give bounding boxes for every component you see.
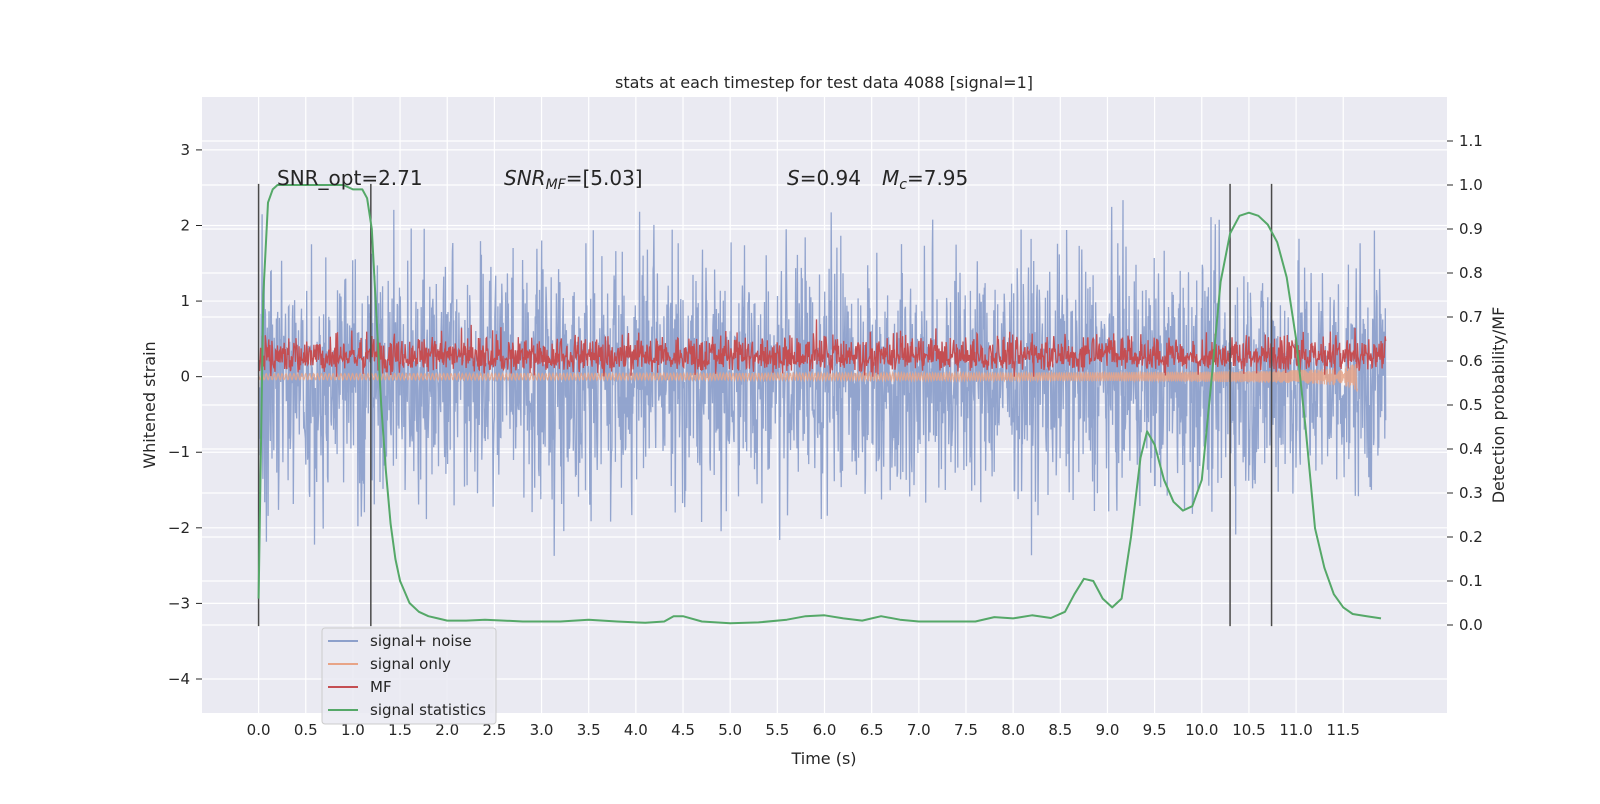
x-tick-label: 6.5	[860, 721, 884, 739]
y-right-tick-label: 0.1	[1459, 572, 1483, 590]
series-signal-statistics	[257, 184, 1382, 625]
annotation-snr-mf: SNRMF=[5.03]	[504, 166, 643, 193]
x-tick-label: 3.5	[577, 721, 601, 739]
x-tick-label: 10.0	[1185, 721, 1218, 739]
y-tick-label: 0	[180, 368, 190, 386]
x-tick-label: 1.5	[388, 721, 412, 739]
x-tick-label: 9.5	[1143, 721, 1167, 739]
x-tick-label: 8.5	[1048, 721, 1072, 739]
x-axis-label: Time (s)	[790, 749, 856, 768]
x-tick-label: 7.5	[954, 721, 978, 739]
legend-box	[321, 627, 497, 725]
x-tick-label: 0.0	[247, 721, 271, 739]
y-tick-label: −4	[168, 670, 190, 688]
x-tick-label: 5.5	[765, 721, 789, 739]
legend-label-signal-plus-noise: signal+ noise	[370, 632, 472, 650]
legend-label-signal-only: signal only	[370, 655, 451, 673]
legend-label-mf: MF	[370, 678, 392, 696]
series-signal-plus-noise	[257, 200, 1387, 556]
x-tick-label: 6.0	[813, 721, 837, 739]
legend-item-mf: MF	[328, 678, 392, 696]
y-right-tick-label: 0.7	[1459, 308, 1483, 326]
y-axis-label: Whitened strain	[140, 341, 159, 468]
x-tick-label: 2.0	[435, 721, 459, 739]
y-tick-label: 3	[180, 141, 190, 159]
y-right-tick-label: 0.9	[1459, 220, 1483, 238]
x-tick-label: 10.5	[1232, 721, 1265, 739]
y-right-tick-label: 1.1	[1459, 132, 1483, 150]
x-tick-label: 3.0	[530, 721, 554, 739]
y-right-tick-label: 0.6	[1459, 352, 1483, 370]
x-tick-label: 1.0	[341, 721, 365, 739]
x-tick-label: 4.0	[624, 721, 648, 739]
y-right-tick-label: 1.0	[1459, 176, 1483, 194]
series-mf	[257, 319, 1387, 377]
tick-labels: 0.0 0.5 1.0 1.5 2.0 2.5 3.0 3.5 4.0 4.5 5.0 5.5 6.0 6…	[168, 132, 1483, 739]
y-tick-label: 2	[180, 216, 190, 234]
y-right-tick-label: 0.4	[1459, 440, 1483, 458]
legend-label-signal-statistics: signal statistics	[370, 701, 486, 719]
annotation-snr-opt: SNR_opt=2.71	[277, 166, 423, 190]
x-tick-label: 9.0	[1096, 721, 1120, 739]
x-tick-label: 0.5	[294, 721, 318, 739]
series-signal-only	[258, 363, 1358, 392]
y-right-tick-label: 0.0	[1459, 616, 1483, 634]
y-tick-label: −2	[168, 519, 190, 537]
legend-item-signal-statistics: signal statistics	[328, 701, 486, 719]
y-right-tick-label: 0.8	[1459, 264, 1483, 282]
x-tick-label: 5.0	[718, 721, 742, 739]
x-tick-label: 7.0	[907, 721, 931, 739]
x-tick-label: 11.5	[1327, 721, 1360, 739]
series-line-signal-plus-noise	[257, 200, 1387, 556]
annotation-mc: Mc=7.95	[882, 166, 968, 193]
series-line-mf	[257, 319, 1387, 377]
x-tick-label: 2.5	[482, 721, 506, 739]
legend: signal+ noise signal only MF signal stat…	[321, 627, 497, 725]
y-right-tick-label: 0.5	[1459, 396, 1483, 414]
annotation-s: S=0.94	[787, 166, 861, 190]
legend-item-signal-plus-noise: signal+ noise	[328, 632, 472, 650]
x-tick-label: 11.0	[1279, 721, 1312, 739]
series-line-signal-statistics	[257, 184, 1382, 625]
chart-title: stats at each timestep for test data 408…	[615, 73, 1033, 92]
legend-item-signal-only: signal only	[328, 655, 451, 673]
y-right-tick-label: 0.2	[1459, 528, 1483, 546]
y-tick-label: −3	[168, 594, 190, 612]
annotations: SNR_opt=2.71 SNRMF=[5.03] S=0.94 Mc=7.95	[277, 166, 968, 193]
y-tick-label: −1	[168, 443, 190, 461]
x-tick-label: 8.0	[1001, 721, 1025, 739]
series-line-signal-only	[258, 363, 1358, 392]
y-right-tick-label: 0.3	[1459, 484, 1483, 502]
y-tick-label: 1	[180, 292, 190, 310]
y-axis-right-label: Detection probability/MF	[1489, 307, 1508, 504]
x-tick-label: 4.5	[671, 721, 695, 739]
